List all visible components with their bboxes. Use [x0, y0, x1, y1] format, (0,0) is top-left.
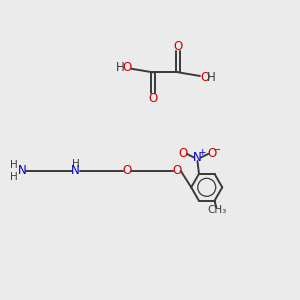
Text: O: O: [148, 92, 158, 105]
Text: H: H: [10, 160, 18, 170]
Text: O: O: [122, 164, 132, 177]
Text: H: H: [72, 159, 80, 169]
Text: H: H: [207, 70, 216, 84]
Text: O: O: [200, 70, 209, 84]
Text: O: O: [174, 40, 183, 52]
Text: O: O: [207, 147, 216, 161]
Text: +: +: [199, 148, 206, 157]
Text: −: −: [213, 145, 221, 155]
Text: O: O: [178, 147, 188, 161]
Text: H: H: [10, 172, 18, 182]
Text: N: N: [193, 151, 202, 164]
Text: H: H: [116, 61, 124, 74]
Text: CH₃: CH₃: [207, 205, 226, 215]
Text: N: N: [18, 164, 27, 177]
Text: N: N: [71, 164, 80, 177]
Text: O: O: [122, 61, 131, 74]
Text: O: O: [172, 164, 182, 177]
